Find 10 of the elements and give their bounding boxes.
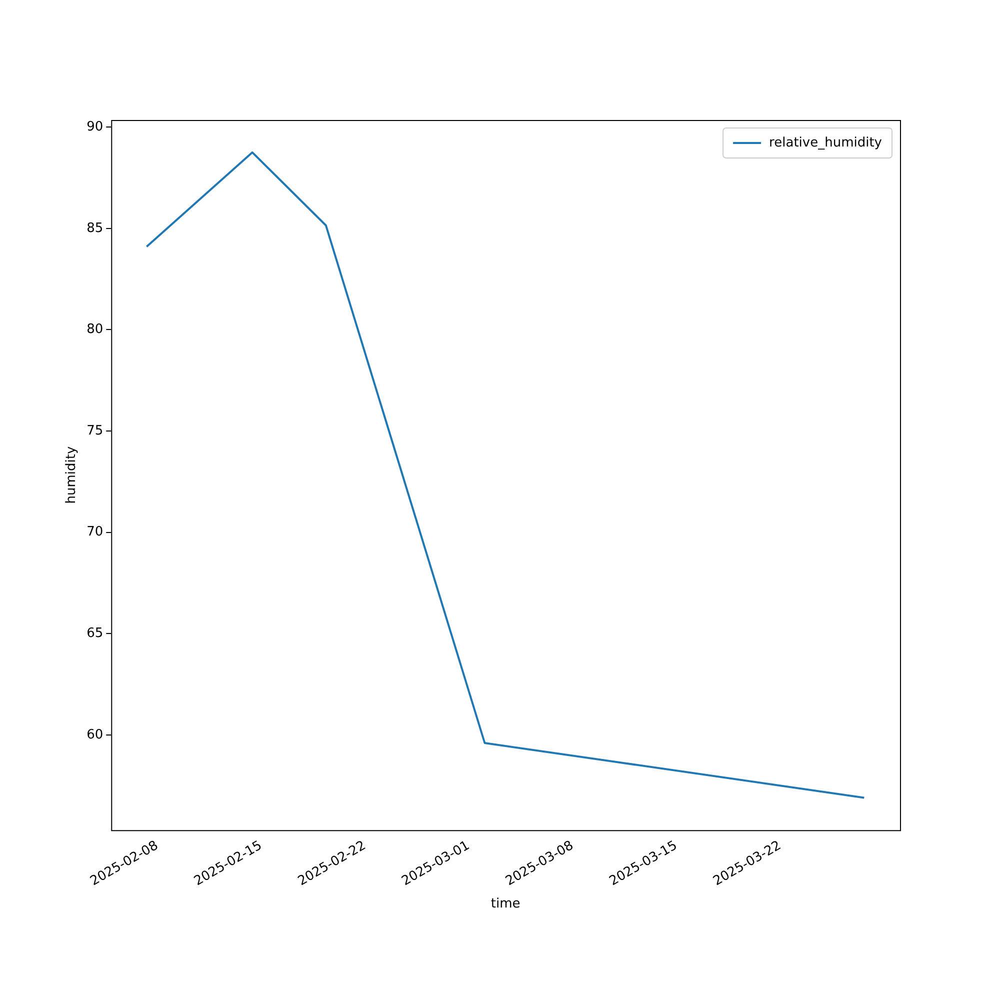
y-tick-label: 80 [86, 322, 104, 338]
y-tick-label: 70 [86, 524, 104, 540]
legend-label: relative_humidity [769, 135, 882, 150]
y-axis-title: humidity [64, 446, 80, 504]
y-tick-label: 90 [86, 119, 104, 134]
x-axis-title: time [490, 896, 520, 912]
y-tick-label: 85 [86, 220, 104, 236]
y-tick-label: 75 [86, 423, 104, 438]
y-tick-label: 60 [86, 727, 104, 742]
y-tick-label: 65 [86, 626, 104, 641]
